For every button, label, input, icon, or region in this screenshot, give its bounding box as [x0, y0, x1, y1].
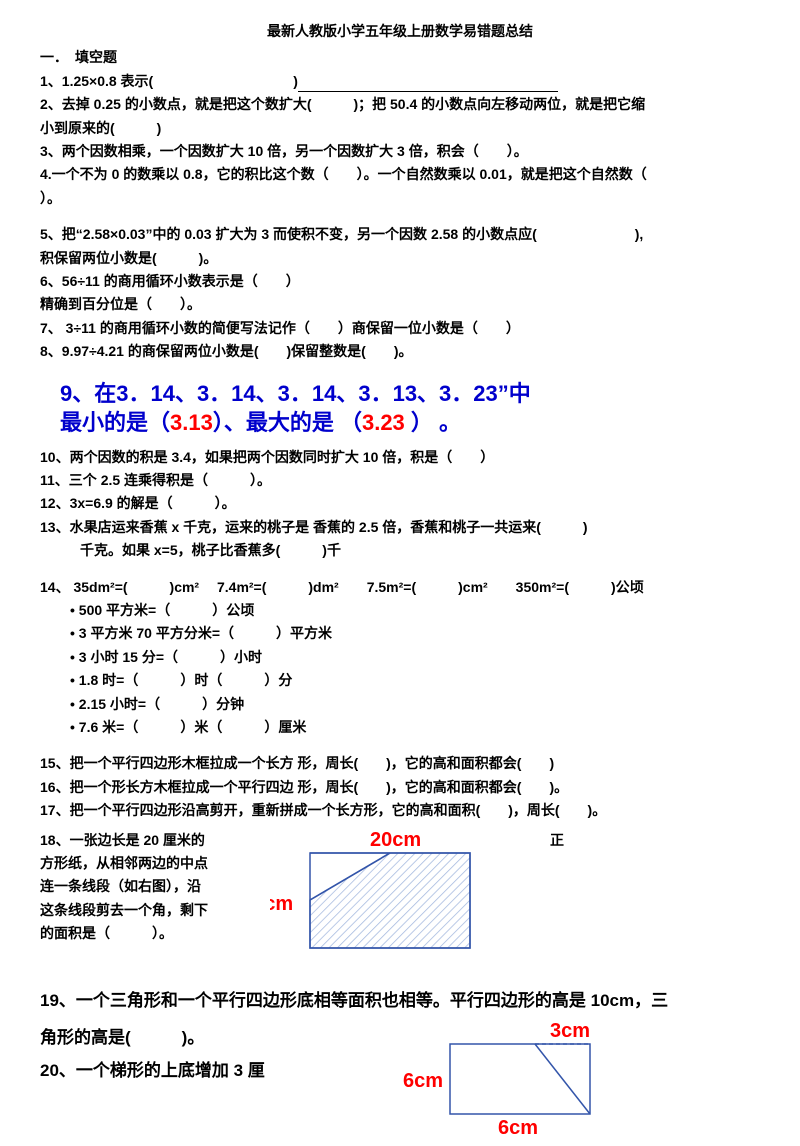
- q14: 14、 35dm²=( )cm² 7.4m²=( )dm² 7.5m²=( )c…: [40, 576, 760, 598]
- q18-text: 18、一张边长是 20 厘米的 方形纸，从相邻两边的中点 连一条线段（如右图），…: [40, 828, 260, 946]
- q14-6: 7.6 米=（ ）米（ ）厘米: [70, 716, 760, 738]
- q19b: 角形的高是( )。: [40, 1019, 320, 1056]
- q8: 8、9.97÷4.21 的商保留两位小数是( )保留整数是( )。: [40, 340, 760, 362]
- q18-l5: 的面积是（ ）。: [40, 922, 260, 944]
- q19b-q20: 角形的高是( )。 20、一个梯形的上底增加 3 厘: [40, 1019, 320, 1084]
- q20-outline: [450, 1044, 590, 1114]
- q2b: 小到原来的( ): [40, 117, 760, 139]
- q20-left-label: 6cm: [403, 1070, 443, 1092]
- q9-mid: ）、最大的是 （: [213, 410, 362, 435]
- q19-20-row: 角形的高是( )。 20、一个梯形的上底增加 3 厘 3cm 6cm 6cm: [40, 1019, 760, 1145]
- doc-title: 最新人教版小学五年级上册数学易错题总结: [40, 20, 760, 42]
- q14-4: 1.8 时=（ ）时（ ）分: [70, 669, 760, 691]
- q5b: 积保留两位小数是( )。: [40, 247, 760, 269]
- q18-l4: 这条线段剪去一个角，剩下: [40, 899, 260, 921]
- q10: 10、两个因数的积是 3.4，如果把两个因数同时扩大 10 倍，积是（ ）: [40, 446, 760, 468]
- q18-l2: 方形纸，从相邻两边的中点: [40, 852, 260, 874]
- q1: 1、1.25×0.8 表示( ): [40, 70, 760, 92]
- q18-left-label: 20cm: [270, 893, 293, 915]
- q5a: 5、把“2.58×0.03”中的 0.03 扩大为 3 而使积不变，另一个因数 …: [40, 223, 760, 245]
- q14-3: 3 小时 15 分=（ ）小时: [70, 646, 760, 668]
- q1-text: 1、1.25×0.8 表示( ): [40, 73, 298, 89]
- q9-line1: 9、在3．14、3．14、3．14、3．13、3．23”中: [60, 380, 760, 409]
- q14-bullets: 500 平方米=（ ）公顷 3 平方米 70 平方分米=（ ）平方米 3 小时 …: [70, 599, 760, 738]
- q6b: 精确到百分位是（ ）。: [40, 293, 760, 315]
- q20-svg: 3cm 6cm 6cm: [400, 1019, 620, 1139]
- q18-svg: 20cm 20cm: [270, 828, 530, 958]
- q20-bottom-label: 6cm: [498, 1117, 538, 1139]
- q18-l1: 18、一张边长是 20 厘米的: [40, 829, 260, 851]
- q9-pre: 最小的是（: [60, 410, 170, 435]
- q16: 16、把一个形长方木框拉成一个平行四边 形，周长( )，它的高和面积都会( )。: [40, 776, 760, 798]
- q12: 12、3x=6.9 的解是（ ）。: [40, 492, 760, 514]
- q7: 7、 3÷11 的商用循环小数的简便写法记作（ ）商保留一位小数是（ ）: [40, 317, 760, 339]
- q14-1: 500 平方米=（ ）公顷: [70, 599, 760, 621]
- q19a: 19、一个三角形和一个平行四边形底相等面积也相等。平行四边形的高是 10cm，三: [40, 982, 760, 1019]
- q14-2: 3 平方米 70 平方分米=（ ）平方米: [70, 622, 760, 644]
- q9-post: ） 。: [405, 410, 461, 435]
- q20-figure: 3cm 6cm 6cm: [400, 1019, 620, 1145]
- q17: 17、把一个平行四边形沿高剪开，重新拼成一个长方形，它的高和面积( )，周长( …: [40, 799, 760, 821]
- q20-top-label: 3cm: [550, 1020, 590, 1042]
- q9: 9、在3．14、3．14、3．14、3．13、3．23”中 最小的是（3.13）…: [60, 380, 760, 437]
- q18-right-char: 正: [550, 829, 564, 851]
- q1-underline: [298, 78, 558, 92]
- q14-5: 2.15 小时=（ ）分钟: [70, 693, 760, 715]
- q13a: 13、水果店运来香蕉 x 千克，运来的桃子是 香蕉的 2.5 倍，香蕉和桃子一共…: [40, 516, 760, 538]
- q11: 11、三个 2.5 连乘得积是（ ）。: [40, 469, 760, 491]
- q18-polygon: [310, 853, 470, 948]
- q20-diag: [535, 1044, 590, 1114]
- section-1-header: 一． 填空题: [40, 46, 760, 68]
- q6: 6、56÷11 的商用循环小数表示是（ ）: [40, 270, 760, 292]
- q2a: 2、去掉 0.25 的小数点，就是把这个数扩大( )；把 50.4 的小数点向左…: [40, 93, 760, 115]
- q18: 18、一张边长是 20 厘米的 方形纸，从相邻两边的中点 连一条线段（如右图），…: [40, 828, 760, 964]
- q13b: 千克。如果 x=5，桃子比香蕉多( )千: [80, 539, 760, 561]
- q9-line2: 最小的是（3.13）、最大的是 （3.23 ） 。: [60, 409, 760, 438]
- q4a: 4.一个不为 0 的数乘以 0.8，它的积比这个数（ ）。一个自然数乘以 0.0…: [40, 163, 760, 185]
- q9-val2: 3.23: [362, 410, 405, 435]
- q9-val1: 3.13: [170, 410, 213, 435]
- q18-top-label: 20cm: [370, 829, 421, 851]
- q3: 3、两个因数相乘，一个因数扩大 10 倍，另一个因数扩大 3 倍，积会（ ）。: [40, 140, 760, 162]
- q20: 20、一个梯形的上底增加 3 厘: [40, 1057, 320, 1084]
- q4b: ）。: [40, 187, 760, 209]
- q18-figure: 20cm 20cm: [270, 828, 530, 964]
- q18-l3: 连一条线段（如右图），沿: [40, 875, 260, 897]
- q15: 15、把一个平行四边形木框拉成一个长方 形，周长( )，它的高和面积都会( ): [40, 752, 760, 774]
